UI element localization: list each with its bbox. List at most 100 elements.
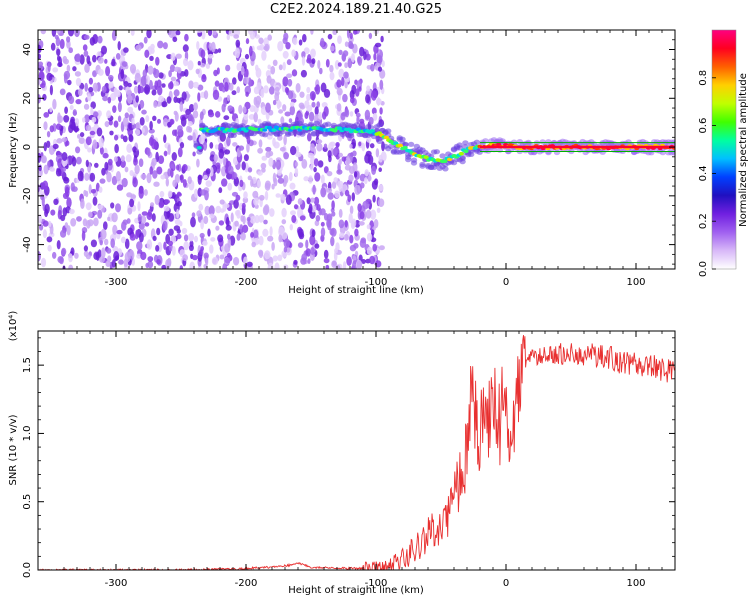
spectrogram-noise-blob [71, 156, 77, 167]
spectrogram-noise-blob [294, 167, 299, 178]
spectrogram-noise-blob [300, 257, 307, 265]
spectrogram-noise-blob [170, 76, 177, 82]
snr-x-tick-label: -100 [365, 578, 388, 589]
spectrogram-noise-blob [176, 208, 180, 219]
spectrogram-noise-blob [336, 79, 342, 88]
spectrogram-ridge-core [369, 129, 375, 133]
spectrogram-noise-blob [38, 94, 41, 104]
spectrogram-noise-blob [170, 168, 174, 178]
spectrogram-noise-blob [344, 62, 348, 69]
spectrogram-noise-blob [55, 168, 62, 177]
spectrogram-noise-blob [92, 196, 98, 206]
spectrogram-noise-blob [354, 184, 361, 195]
spectrogram-noise-blob [344, 108, 350, 118]
spectrogram-noise-blob [344, 41, 349, 47]
spectrogram-noise-blob [129, 170, 134, 177]
spectrogram-noise-blob [352, 150, 357, 157]
spectrogram-noise-blob [250, 178, 254, 187]
spectrogram-noise-blob [353, 171, 358, 178]
spectrogram-noise-blob [173, 89, 180, 97]
spectrogram-noise-blob [224, 257, 231, 264]
spectrogram-noise-blob [112, 246, 119, 253]
spectrogram-noise-blob [122, 135, 128, 143]
spectrogram-noise-blob [110, 202, 115, 209]
spectrogram-noise-blob [85, 124, 92, 131]
spectrogram-noise-blob [219, 254, 225, 260]
spectrogram-noise-blob [69, 208, 75, 215]
spectrogram-noise-blob [337, 62, 342, 67]
spectrogram-noise-blob [275, 159, 282, 170]
spectrogram-noise-blob [211, 256, 219, 266]
spectrogram-noise-blob [356, 260, 363, 269]
spectrogram-noise-blob [168, 70, 172, 78]
spectrogram-noise-blob [107, 216, 111, 222]
spectrogram-noise-blob [177, 67, 182, 74]
spectrogram-noise-blob [307, 132, 312, 142]
spectrogram-noise-blob [81, 230, 86, 241]
spectrogram-noise-blob [203, 90, 209, 100]
spectrogram-noise-blob [380, 35, 384, 43]
spectrogram-noise-blob [332, 148, 338, 156]
spectrogram-noise-blob [137, 201, 141, 212]
spectrogram-noise-blob [372, 194, 376, 203]
spectrogram-noise-blob [39, 224, 44, 231]
spectrogram-noise-blob [79, 54, 85, 65]
spectrogram-noise-blob [127, 82, 132, 88]
spectrogram-noise-blob [172, 36, 178, 43]
spectrogram-noise-blob [242, 106, 247, 114]
spectrogram-noise-blob [363, 51, 367, 61]
spectrogram-noise-blob [267, 34, 273, 41]
spectrogram-noise-blob [139, 232, 144, 243]
spectrogram-noise-blob [187, 121, 193, 127]
spectrogram-noise-blob [146, 30, 152, 39]
spectrogram-noise-blob [246, 216, 251, 222]
spectrogram-noise-blob [173, 81, 180, 87]
spectrogram-noise-blob [193, 81, 199, 89]
spectrogram-noise-blob [277, 254, 283, 262]
spectrogram-noise-blob [141, 127, 145, 134]
spectrogram-noise-blob [147, 256, 154, 262]
spectrogram-noise-blob [286, 73, 293, 78]
spectrogram-noise-blob [315, 84, 321, 95]
spectrogram-noise-blob [240, 232, 246, 241]
spectrogram-noise-blob [310, 197, 315, 203]
spectrogram-noise-blob [158, 95, 165, 103]
spectrogram-noise-blob [353, 242, 359, 249]
spectrogram-noise-blob [336, 103, 342, 112]
spectrogram-noise-blob [331, 181, 337, 189]
spectrogram-noise-blob [361, 142, 366, 152]
spectrogram-noise-blob [200, 49, 206, 59]
spectrogram-noise-blob [321, 102, 328, 108]
spectrogram-noise-blob [116, 184, 124, 191]
spectrogram-noise-blob [141, 211, 148, 216]
spectrogram-noise-blob [154, 194, 160, 206]
spectrogram-noise-blob [279, 147, 286, 152]
spectrogram-noise-blob [290, 210, 296, 216]
spectrogram-noise-blob [200, 219, 205, 230]
spectrogram-noise-blob [171, 192, 176, 199]
spectrogram-noise-blob [114, 89, 121, 96]
spectrogram-noise-blob [38, 251, 41, 262]
spectrogram-noise-blob [224, 81, 229, 92]
spectrogram-noise-blob [205, 168, 211, 175]
spectrogram-noise-blob [329, 45, 335, 52]
spectrogram-noise-blob [289, 105, 295, 116]
spectrogram-noise-blob [227, 233, 231, 240]
spectrogram-noise-blob [233, 176, 239, 187]
spectrogram-noise-blob [102, 152, 109, 159]
spectrogram-noise-blob [265, 146, 272, 152]
spectrogram-noise-blob [309, 235, 316, 246]
spectrogram-noise-blob [77, 134, 81, 139]
spectrogram-noise-blob [96, 127, 103, 137]
spectrogram-noise-blob [187, 135, 194, 141]
spectrogram-noise-blob [368, 32, 373, 40]
spectrogram-noise-blob [285, 246, 291, 253]
spectrogram-noise-blob [282, 76, 289, 87]
spectrogram-noise-blob [127, 94, 133, 104]
spectrogram-noise-blob [330, 227, 337, 237]
spectrogram-noise-blob [357, 203, 362, 213]
spectrogram-noise-blob [141, 109, 147, 115]
spectrogram-noise-blob [366, 224, 371, 230]
spectrogram-ridge-halo [385, 128, 392, 134]
spectrogram-noise-blob [213, 154, 218, 163]
